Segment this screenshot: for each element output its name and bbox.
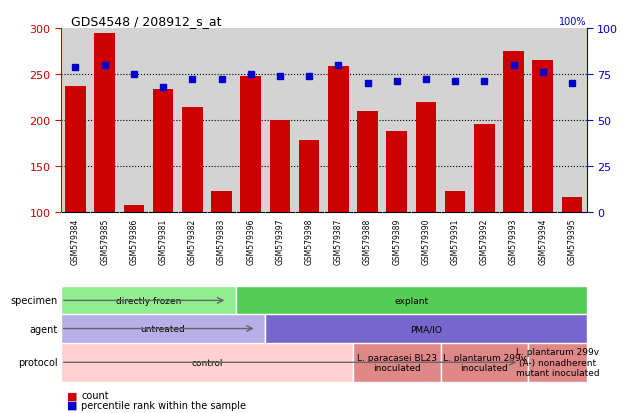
Text: GDS4548 / 208912_s_at: GDS4548 / 208912_s_at xyxy=(71,15,222,28)
Bar xyxy=(182,108,203,212)
Text: L. plantarum 299v
inoculated: L. plantarum 299v inoculated xyxy=(443,353,526,372)
Text: GSM579395: GSM579395 xyxy=(567,218,576,265)
Bar xyxy=(270,121,290,212)
Bar xyxy=(299,141,319,212)
Text: GSM579394: GSM579394 xyxy=(538,218,547,265)
Bar xyxy=(353,343,440,382)
Bar xyxy=(387,132,407,212)
Text: GSM579385: GSM579385 xyxy=(100,218,109,264)
Text: GSM579381: GSM579381 xyxy=(158,218,167,264)
Text: agent: agent xyxy=(29,324,58,334)
Text: GSM579398: GSM579398 xyxy=(304,218,313,264)
Text: GSM579389: GSM579389 xyxy=(392,218,401,264)
Text: untreated: untreated xyxy=(141,324,185,333)
Bar xyxy=(562,197,582,212)
Text: GSM579397: GSM579397 xyxy=(276,218,285,265)
Text: specimen: specimen xyxy=(10,296,58,306)
Text: PMA/IO: PMA/IO xyxy=(410,324,442,333)
Text: GSM579391: GSM579391 xyxy=(451,218,460,264)
Text: control: control xyxy=(191,358,222,367)
Bar xyxy=(61,315,265,343)
Bar xyxy=(533,61,553,212)
Bar xyxy=(528,343,587,382)
Bar xyxy=(440,343,528,382)
Text: GSM579392: GSM579392 xyxy=(480,218,489,264)
Bar xyxy=(94,33,115,212)
Text: ■: ■ xyxy=(67,390,78,400)
Text: GSM579382: GSM579382 xyxy=(188,218,197,264)
Bar xyxy=(153,90,173,212)
Bar xyxy=(124,206,144,212)
Text: ■: ■ xyxy=(67,400,78,410)
Bar xyxy=(265,315,587,343)
Text: GSM579384: GSM579384 xyxy=(71,218,80,264)
Text: GSM579387: GSM579387 xyxy=(334,218,343,264)
Text: GSM579388: GSM579388 xyxy=(363,218,372,264)
Text: protocol: protocol xyxy=(18,357,58,368)
Bar xyxy=(445,191,465,212)
Text: L. paracasei BL23
inoculated: L. paracasei BL23 inoculated xyxy=(356,353,437,372)
Bar xyxy=(61,343,353,382)
Bar xyxy=(415,102,436,212)
Text: count: count xyxy=(81,390,109,400)
Text: GSM579396: GSM579396 xyxy=(246,218,255,265)
Text: explant: explant xyxy=(394,296,428,305)
Bar xyxy=(328,66,349,212)
Bar xyxy=(240,76,261,212)
Text: 100%: 100% xyxy=(559,17,587,27)
Text: GSM579386: GSM579386 xyxy=(129,218,138,264)
Bar xyxy=(474,124,495,212)
Text: GSM579383: GSM579383 xyxy=(217,218,226,264)
Bar xyxy=(236,287,587,315)
Text: directly frozen: directly frozen xyxy=(116,296,181,305)
Bar xyxy=(65,87,86,212)
Text: L. plantarum 299v
(A-) nonadherent
mutant inoculated: L. plantarum 299v (A-) nonadherent mutan… xyxy=(515,348,599,377)
Bar xyxy=(503,52,524,212)
Text: GSM579390: GSM579390 xyxy=(421,218,430,265)
Bar xyxy=(357,112,378,212)
Bar xyxy=(212,191,232,212)
Text: percentile rank within the sample: percentile rank within the sample xyxy=(81,400,246,410)
Text: GSM579393: GSM579393 xyxy=(509,218,518,265)
Bar xyxy=(61,287,236,315)
